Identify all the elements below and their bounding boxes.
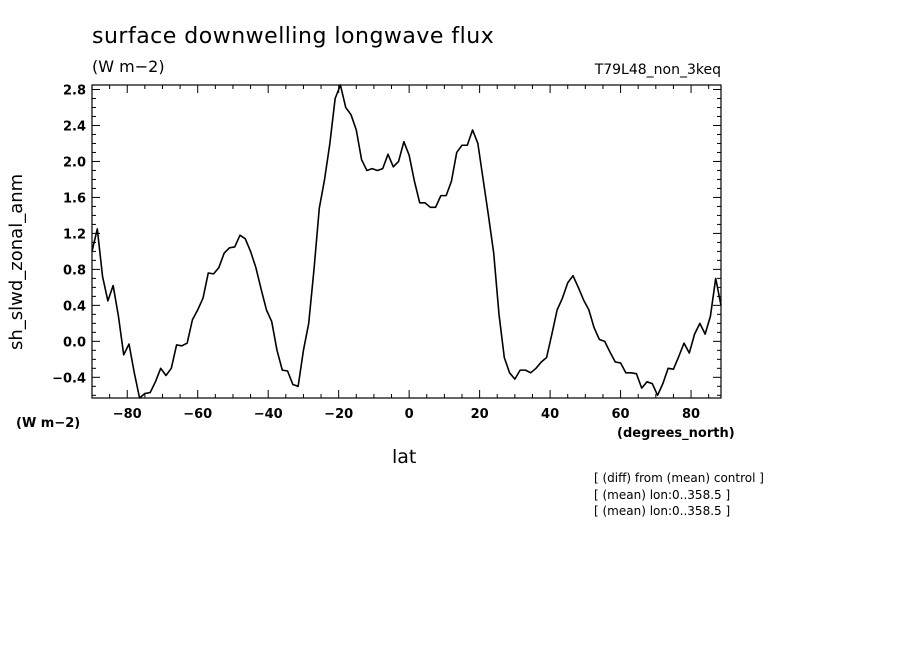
y-tick-label: 0.8 bbox=[63, 263, 86, 278]
x-tick-label: 0 bbox=[405, 407, 414, 422]
x-tick-label: −80 bbox=[113, 407, 142, 422]
y-tick-label: 0.0 bbox=[63, 335, 86, 350]
run-label: T79L48_non_3keq bbox=[594, 62, 721, 78]
annotation-mean-lon-2: [ (mean) lon:0..358.5 ] bbox=[594, 504, 731, 518]
axis-ticks bbox=[91, 85, 721, 398]
x-tick-label: 40 bbox=[541, 407, 559, 422]
y-tick-label: 1.2 bbox=[63, 227, 86, 242]
x-tick-label: −60 bbox=[183, 407, 212, 422]
axis-tick-labels: −80 −60 −40 −20 0 20 40 60 80 −0.4 0.0 0.4 0.8 1.2 1.6… bbox=[52, 83, 700, 422]
y-tick-label: 1.6 bbox=[63, 191, 86, 206]
x-tick-label: −40 bbox=[254, 407, 283, 422]
x-tick-label: 60 bbox=[612, 407, 630, 422]
x-tick-label: 80 bbox=[682, 407, 700, 422]
x-axis-label: lat bbox=[392, 446, 417, 468]
annotation-mean-lon-1: [ (mean) lon:0..358.5 ] bbox=[594, 488, 731, 502]
y-tick-label: −0.4 bbox=[52, 371, 86, 386]
y-tick-label: 0.4 bbox=[63, 299, 86, 314]
y-tick-label: 2.0 bbox=[63, 155, 86, 170]
y-tick-label: 2.8 bbox=[63, 83, 86, 98]
series-line bbox=[91, 84, 722, 399]
annotation-diff: [ (diff) from (mean) control ] bbox=[594, 471, 764, 485]
plot-frame bbox=[91, 84, 722, 399]
chart-title: surface downwelling longwave flux bbox=[92, 24, 495, 49]
chart-units-label: (W m−2) bbox=[92, 57, 165, 76]
x-axis-units: (degrees_north) bbox=[617, 426, 735, 441]
y-axis-units: (W m−2) bbox=[16, 416, 81, 431]
x-tick-label: −20 bbox=[324, 407, 353, 422]
y-tick-label: 2.4 bbox=[63, 119, 86, 134]
x-tick-label: 20 bbox=[471, 407, 489, 422]
